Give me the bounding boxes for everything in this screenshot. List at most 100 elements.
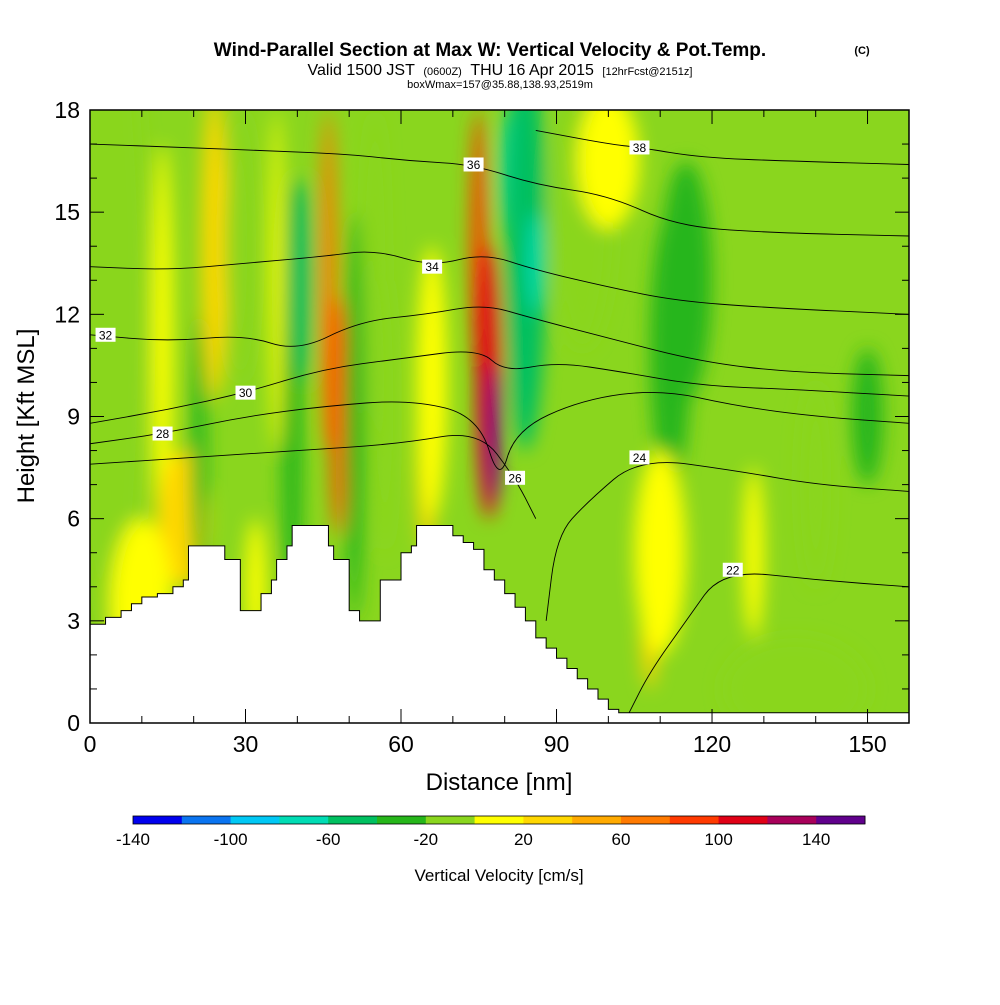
velocity-cell-0 [90, 110, 148, 655]
isentrope-label-30: 30 [239, 386, 253, 400]
isentrope-26 [90, 434, 537, 519]
isentrope-label-box-28 [152, 426, 173, 441]
isentrope-labels: 22 24 26 28 30 32 34 36 38 [95, 140, 743, 577]
velocity-cell-23 [577, 110, 640, 230]
isentrope-30 [90, 351, 909, 424]
chart-title: Wind-Parallel Section at Max W: Vertical… [214, 40, 766, 61]
y-tick-label-6: 6 [67, 506, 80, 532]
colorbar-bin--40 [377, 816, 427, 824]
velocity-cell-1 [152, 144, 173, 553]
velocity-cell-11 [343, 212, 365, 621]
isentrope-label-32: 32 [99, 328, 113, 342]
x-tick-label-0: 0 [84, 731, 97, 757]
x-tick-label-120: 120 [693, 731, 731, 757]
chart-title-mark: (C) [854, 45, 870, 57]
velocity-cell-21 [528, 212, 544, 315]
colorbar-tick--100: -100 [214, 830, 248, 849]
isentrope-label-box-30 [235, 385, 256, 400]
y-tick-label-3: 3 [67, 608, 80, 634]
velocity-cell-6 [270, 110, 283, 451]
velocity-cell-5 [224, 110, 256, 383]
isentrope-32 [90, 306, 909, 377]
isentrope-34 [90, 251, 909, 315]
velocity-cell-28 [743, 467, 764, 638]
isentrope-label-box-24 [629, 450, 650, 465]
velocity-field [90, 110, 884, 723]
velocity-cell-18 [488, 365, 501, 502]
colorbar-bin-100 [718, 816, 768, 824]
colorbar-bin--140 [133, 816, 183, 824]
x-tick-label-30: 30 [233, 731, 259, 757]
forecast-info: [12hrFcst@2151z] [602, 66, 692, 78]
colorbar-bin-120 [767, 816, 817, 824]
velocity-cell-15 [416, 246, 448, 519]
isentrope-36 [90, 143, 909, 237]
isentrope-label-26: 26 [508, 471, 522, 485]
colorbar-bin-140 [816, 816, 866, 824]
isentrope-label-22: 22 [726, 563, 740, 577]
colorbar-bin--80 [279, 816, 329, 824]
colorbar-tick--60: -60 [316, 830, 341, 849]
colorbar-bin-60 [621, 816, 671, 824]
isentrope-label-box-26 [505, 470, 526, 485]
colorbar-bin-80 [669, 816, 720, 824]
velocity-cell-10 [331, 297, 347, 536]
colorbar-bin-40 [572, 816, 622, 824]
x-tick-label-150: 150 [848, 731, 886, 757]
colorbar-tick-20: 20 [514, 830, 533, 849]
isentrope-label-36: 36 [467, 158, 481, 172]
velocity-cell-29 [800, 382, 832, 587]
isentrope-label-box-34 [422, 259, 443, 274]
isentrope-24 [545, 462, 909, 621]
velocity-cell-27 [634, 450, 687, 655]
colorbar-bin--120 [181, 816, 232, 824]
chart-subtitle-2: boxWmax=157@35.88,138.93,2519m [407, 79, 593, 91]
plot-area: 22 24 26 28 30 32 34 36 38 [90, 110, 909, 723]
isentrope-label-24: 24 [633, 451, 647, 465]
isentrope-label-box-38 [629, 140, 650, 155]
terrain [90, 524, 909, 723]
x-tick-label-60: 60 [388, 731, 414, 757]
colorbar-frame [132, 815, 866, 825]
velocity-cell-20 [504, 110, 547, 451]
velocity-cell-25 [660, 161, 713, 400]
isentrope-38 [535, 129, 909, 165]
isentrope-28 [90, 392, 909, 470]
velocity-cell-30 [851, 348, 884, 485]
y-axis-label: Height [Kft MSL] [13, 329, 40, 504]
colorbar-bin--20 [425, 816, 476, 824]
y-tick-label-18: 18 [54, 97, 80, 123]
colorbar-bin-20 [523, 816, 573, 824]
colorbar-tick-60: 60 [612, 830, 631, 849]
colorbar-tick--140: -140 [116, 830, 150, 849]
colorbar-bin--60 [328, 816, 378, 824]
isentrope-label-box-32 [95, 327, 116, 342]
y-tick-label-15: 15 [54, 199, 80, 225]
isentrope-label-box-36 [463, 157, 484, 172]
x-axis-label: Distance [nm] [426, 769, 573, 796]
colorbar-bin-0 [474, 816, 524, 824]
colorbar-tick-100: 100 [704, 830, 732, 849]
y-tick-label-0: 0 [67, 710, 80, 736]
colorbar-tick--20: -20 [414, 830, 439, 849]
velocity-cell-3 [201, 110, 228, 400]
utc-time: (0600Z) [423, 66, 462, 78]
valid-date: THU 16 Apr 2015 [470, 62, 594, 79]
isentrope-label-38: 38 [633, 141, 647, 155]
valid-time: Valid 1500 JST [308, 62, 416, 79]
colorbar-bin--100 [230, 816, 280, 824]
colorbar: -140 -100 -60 -20 20 60 100 140 [116, 815, 866, 849]
y-tick-label-9: 9 [67, 404, 80, 430]
chart-subtitle: Valid 1500 JST (0600Z) THU 16 Apr 2015 [… [308, 62, 693, 79]
isentrope-label-box-22 [722, 562, 743, 577]
y-tick-label-12: 12 [54, 301, 80, 327]
isentrope-label-28: 28 [156, 427, 170, 441]
isentrope-label-34: 34 [425, 260, 439, 274]
velocity-cell-8 [292, 178, 313, 383]
velocity-cell-4 [191, 314, 207, 587]
colorbar-label: Vertical Velocity [cm/s] [414, 866, 583, 885]
velocity-cell-13 [377, 280, 394, 553]
